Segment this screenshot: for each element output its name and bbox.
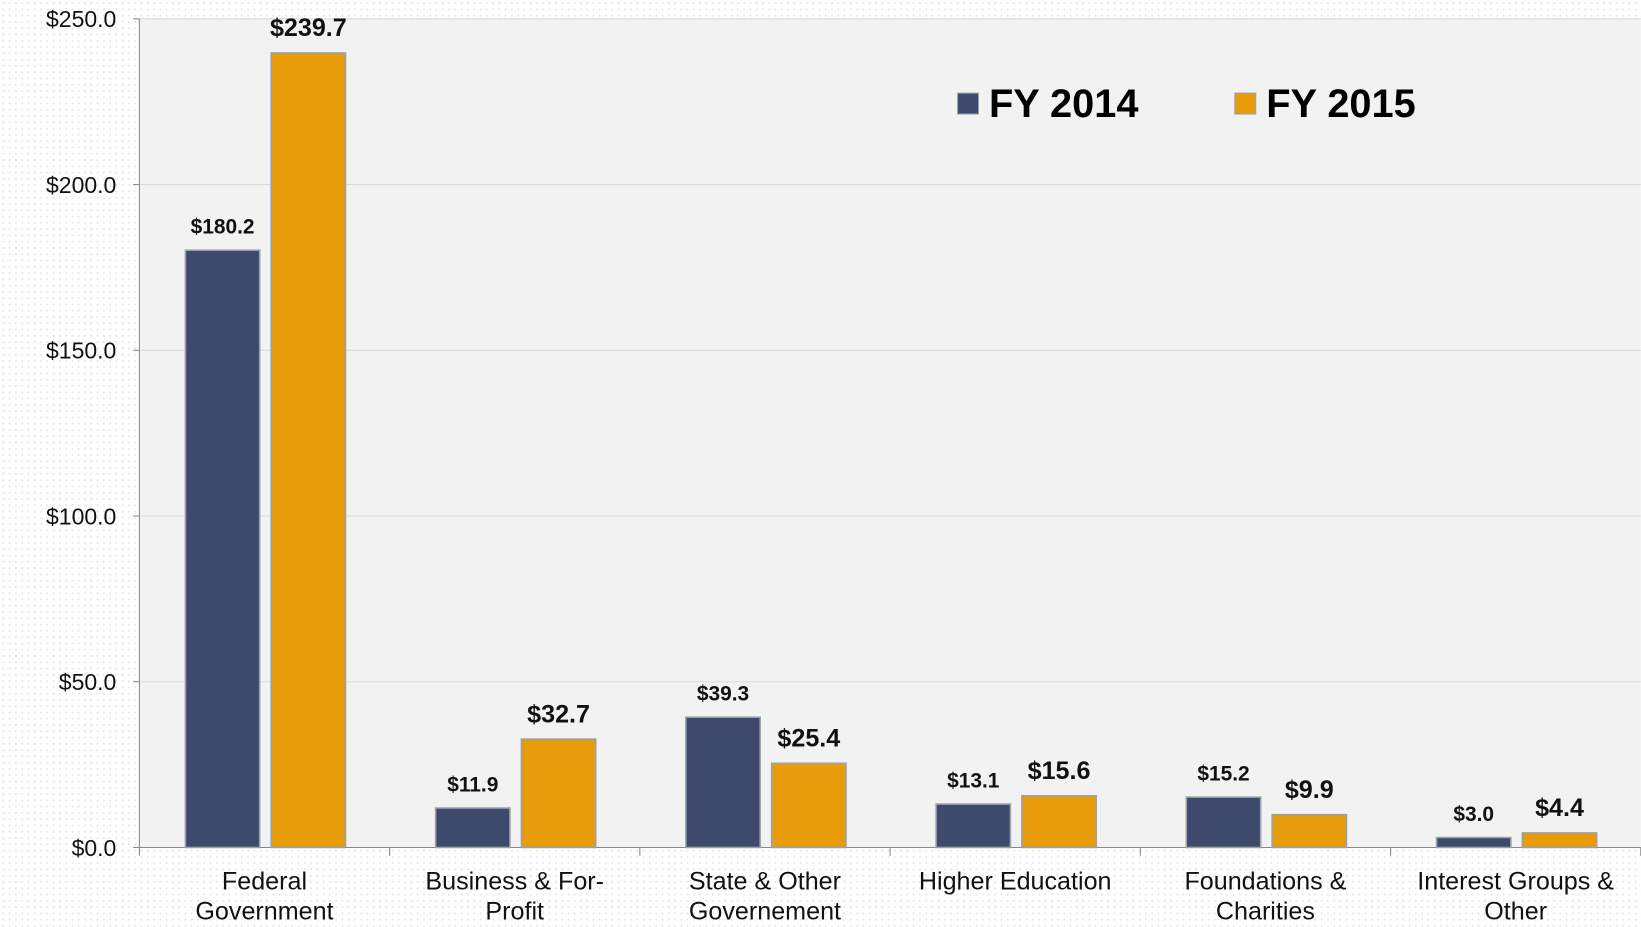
value-label: $15.2 [1197,762,1249,785]
bar [270,52,347,849]
bar [520,738,597,849]
bar [184,249,261,849]
x-tick-label: State & Other Governement [689,867,841,925]
bar [1435,836,1512,849]
bar [770,762,847,849]
value-label: $4.4 [1535,794,1584,822]
x-tick-label: Business & For-Profit [425,867,604,925]
y-tick-label: $100.0 [46,503,116,529]
value-label: $180.2 [191,215,255,238]
x-tick-label: Interest Groups & Other [1417,867,1614,925]
value-label: $32.7 [527,700,590,728]
y-tick-label: $50.0 [59,669,117,695]
value-label: $239.7 [270,14,347,42]
bar [685,716,761,849]
legend-label: FY 2015 [1266,82,1416,126]
legend-swatch [1234,92,1257,115]
value-label: $25.4 [777,725,840,753]
x-tick-label: Higher Education [919,867,1112,895]
plot-area [139,18,1641,848]
bar [1521,832,1598,849]
y-tick-label: $200.0 [46,172,116,198]
bar [434,807,511,849]
value-label: $39.3 [697,682,749,705]
value-label: $3.0 [1453,803,1494,826]
bar [1021,794,1097,849]
bar [1185,796,1262,849]
y-tick-label: $250.0 [46,6,116,32]
y-tick-label: $150.0 [46,338,116,364]
x-tick-label: Federal Government [195,867,333,925]
value-label: $15.6 [1028,757,1091,785]
y-tick-label: $0.0 [72,835,117,861]
bar [935,803,1012,849]
legend-swatch [957,92,980,115]
value-label: $13.1 [947,769,1000,792]
value-label: $11.9 [447,773,498,796]
bar [1271,813,1348,849]
value-label: $9.9 [1285,776,1334,804]
legend-label: FY 2014 [989,82,1139,126]
x-tick-label: Foundations & Charities [1184,867,1346,925]
